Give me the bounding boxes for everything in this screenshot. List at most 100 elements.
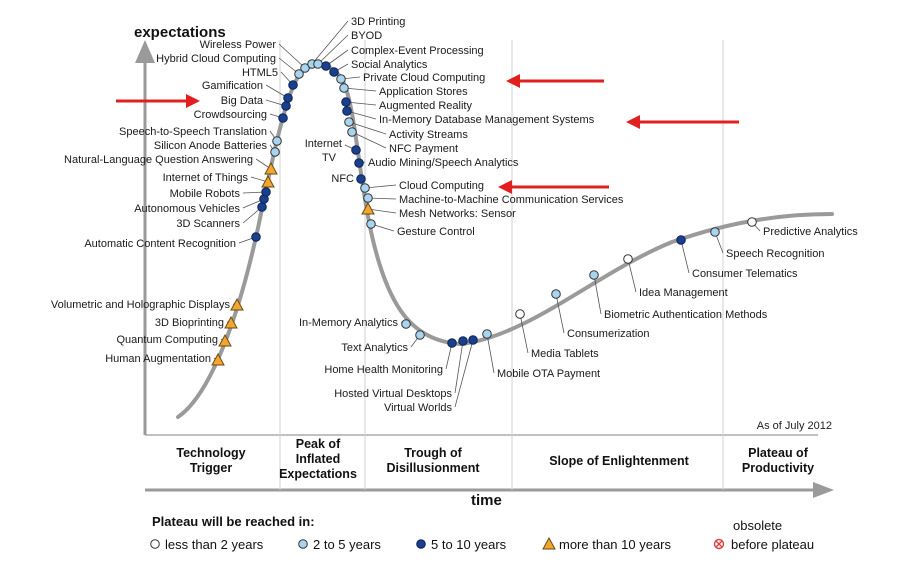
phase-technology-trigger: Technology Trigger — [176, 446, 245, 475]
marker-human-augmentation — [211, 352, 225, 366]
label-natural-language-question-answering: Natural-Language Question Answering — [64, 154, 253, 166]
marker-crowdsourcing — [278, 113, 288, 123]
label-in-memory-analytics: In-Memory Analytics — [299, 317, 399, 329]
leader-wireless-power — [278, 43, 306, 69]
marker-application-stores — [339, 83, 349, 93]
legend-swatch-obsolete-x2 — [715, 540, 723, 548]
marker-mobile-ota-payment — [482, 329, 492, 339]
legend-label-obsolete: obsolete — [733, 518, 782, 533]
label-application-stores: Application Stores — [379, 86, 468, 98]
label-3d-printing: 3D Printing — [351, 16, 405, 28]
marker-gesture-control — [366, 219, 376, 229]
phase-plateau: Plateau of Productivity — [742, 446, 814, 475]
x-axis-arrow — [813, 482, 834, 498]
label-mobile-robots: Mobile Robots — [170, 188, 241, 200]
legend-label-5to10: 5 to 10 years — [431, 537, 507, 552]
label-machine-to-machine-communication-services: Machine-to-Machine Communication Service… — [399, 194, 624, 206]
marker-home-health-monitoring — [447, 338, 457, 348]
label-mobile-ota-payment: Mobile OTA Payment — [497, 368, 600, 380]
label-virtual-worlds: Virtual Worlds — [384, 402, 453, 414]
marker-augmented-reality — [341, 97, 351, 107]
phase-trough: Trough of Disillusionment — [386, 446, 480, 475]
marker-consumerization — [551, 289, 561, 299]
label-text-analytics: Text Analytics — [341, 342, 408, 354]
leader-byod — [317, 34, 349, 65]
point-markers — [211, 59, 757, 366]
label-activity-streams: Activity Streams — [389, 129, 468, 141]
marker-nfc — [356, 174, 366, 184]
leader-3d-printing — [311, 20, 349, 65]
label-media-tablets: Media Tablets — [531, 348, 599, 360]
label-cloud-computing: Cloud Computing — [399, 180, 484, 192]
label-idea-management: Idea Management — [639, 287, 728, 299]
marker-machine-to-machine-communication-services — [363, 193, 373, 203]
label-quantum-computing: Quantum Computing — [117, 334, 219, 346]
marker-complex-event-processing — [321, 61, 331, 71]
marker-wireless-power — [300, 63, 310, 73]
label-silicon-anode-batteries: Silicon Anode Batteries — [154, 140, 268, 152]
label-audio-mining-speech-analytics: Audio Mining/Speech Analytics — [368, 157, 519, 169]
marker-volumetric-and-holographic-displays — [230, 297, 244, 311]
y-axis-title: expectations — [134, 24, 226, 41]
marker-social-analytics — [329, 67, 339, 77]
marker-speech-to-speech-translation — [272, 136, 282, 146]
legend-swatch-2to5 — [298, 539, 308, 549]
label-wireless-power: Wireless Power — [200, 39, 277, 51]
label-consumer-telematics: Consumer Telematics — [692, 268, 798, 280]
label-crowdsourcing: Crowdsourcing — [194, 109, 267, 121]
leader-hosted-virtual-desktops — [454, 340, 464, 394]
label-nfc: NFC — [331, 173, 354, 185]
label-internet-of-things: Internet of Things — [163, 172, 249, 184]
marker-internet-of-things — [261, 174, 275, 188]
label-3d-bioprinting: 3D Bioprinting — [155, 317, 224, 329]
label-internet-tv: Internet TV — [305, 138, 342, 164]
as-of-note: As of July 2012 — [757, 420, 832, 432]
phase-slope: Slope of Enlightenment — [549, 454, 689, 468]
label-automatic-content-recognition: Automatic Content Recognition — [84, 238, 236, 250]
legend: less than 2 years 2 to 5 years 5 to 10 yea… — [150, 518, 814, 552]
marker-natural-language-question-answering — [264, 161, 278, 175]
label-consumerization: Consumerization — [567, 328, 650, 340]
label-predictive-analytics: Predictive Analytics — [763, 226, 858, 238]
marker-nfc-payment — [347, 127, 357, 137]
leader-in-memory-database-management-systems — [346, 110, 377, 120]
leader-consumer-telematics — [680, 239, 690, 274]
marker-audio-mining-speech-analytics — [354, 158, 364, 168]
leader-media-tablets — [519, 313, 529, 354]
marker-speech-recognition — [710, 227, 720, 237]
highlight-arrows — [116, 74, 739, 194]
marker-idea-management — [623, 254, 633, 264]
legend-swatch-gt10 — [542, 536, 556, 550]
marker-mobile-robots — [261, 187, 271, 197]
marker-mesh-networks-sensor — [361, 201, 375, 215]
leader-activity-streams — [348, 121, 387, 135]
label-speech-recognition: Speech Recognition — [726, 248, 824, 260]
leader-mobile-ota-payment — [486, 333, 495, 374]
legend-title: Plateau will be reached in: — [152, 514, 315, 529]
leader-cloud-computing — [364, 184, 397, 189]
leader-application-stores — [343, 87, 377, 92]
label-big-data: Big Data — [221, 95, 264, 107]
legend-label-lt2: less than 2 years — [165, 537, 264, 552]
marker-hosted-virtual-desktops — [458, 336, 468, 346]
marker-activity-streams — [344, 117, 354, 127]
marker-automatic-content-recognition — [251, 232, 261, 242]
leader-nfc-payment — [351, 131, 387, 149]
marker-virtual-worlds — [468, 335, 478, 345]
highlight-arrow-head-private-cloud-computing — [506, 74, 520, 88]
marker-in-memory-analytics — [401, 319, 411, 329]
marker-silicon-anode-batteries — [270, 147, 280, 157]
marker-3d-bioprinting — [224, 315, 238, 329]
highlight-arrow-head-big-data — [186, 94, 200, 108]
marker-3d-scanners — [257, 202, 267, 212]
leader-idea-management — [627, 258, 637, 293]
label-biometric-authentication-methods: Biometric Authentication Methods — [604, 309, 768, 321]
highlight-arrow-head-cloud-computing — [498, 180, 512, 194]
label-gamification: Gamification — [202, 80, 263, 92]
leader-augmented-reality — [345, 101, 377, 106]
label-hybrid-cloud-computing: Hybrid Cloud Computing — [156, 53, 276, 65]
marker-cloud-computing — [360, 183, 370, 193]
label-social-analytics: Social Analytics — [351, 59, 428, 71]
